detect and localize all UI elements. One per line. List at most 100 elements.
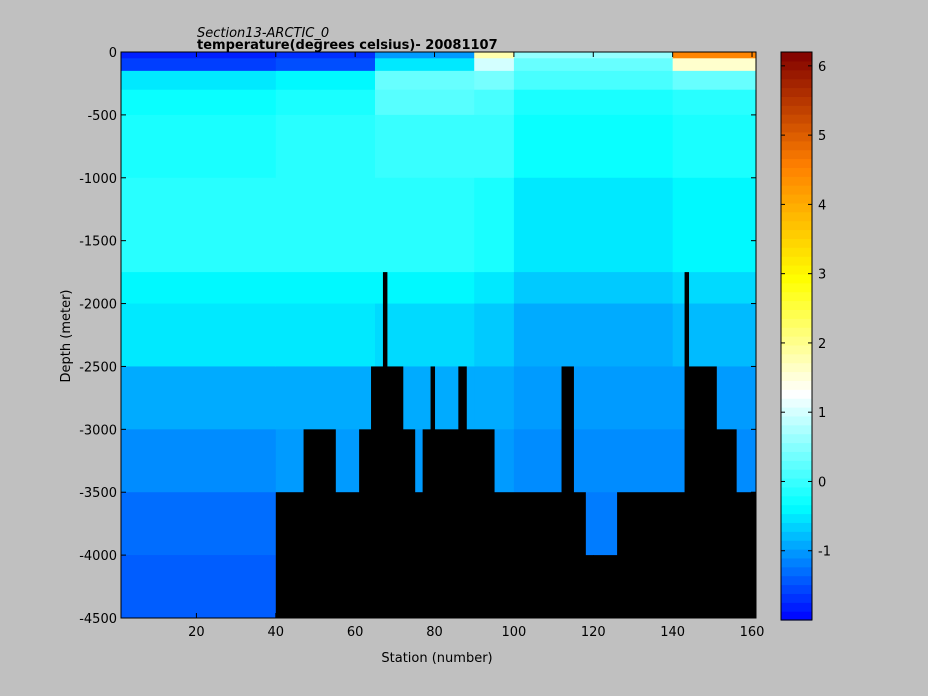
y-axis-label: Depth (meter) (59, 290, 74, 383)
y-axis: 0 -500 -1000 -1500 -2000 -2500 -3000 -3500 -4000… (79, 46, 756, 627)
seafloor-bar (561, 366, 574, 618)
colorbar-band (781, 256, 812, 266)
x-axis-label: Station (number) (381, 651, 492, 666)
colorbar-band (781, 407, 812, 417)
colorbar-band (781, 380, 812, 390)
colorbar-band (781, 69, 812, 80)
heatmap-cell (474, 89, 515, 116)
heatmap-cell (474, 303, 515, 367)
colorbar-band (781, 469, 812, 479)
colorbar-tick-label: 5 (818, 129, 826, 144)
seafloor-bar (716, 429, 737, 618)
heatmap-cell (474, 52, 515, 59)
y-tick-label: -3500 (79, 486, 117, 501)
y-tick-label: -4000 (79, 549, 117, 564)
x-tick-label: 140 (660, 625, 685, 640)
seafloor-bar (382, 272, 388, 618)
seafloor-bar (684, 272, 690, 618)
colorbar-band (781, 131, 812, 142)
colorbar-band (781, 531, 812, 541)
heatmap-cell (121, 272, 277, 305)
seafloor-bar (736, 492, 757, 618)
colorbar-band (781, 353, 812, 364)
x-tick-label: 20 (188, 625, 205, 640)
seafloor-bar (466, 429, 495, 618)
x-tick-label: 80 (426, 625, 443, 640)
colorbar-band (781, 460, 812, 470)
colorbar-band (781, 114, 812, 124)
colorbar-band (781, 229, 812, 239)
y-tick-label: -500 (87, 109, 117, 124)
colorbar-band (781, 522, 812, 532)
heatmap-cell (672, 114, 757, 179)
heatmap-cell (121, 58, 277, 72)
heatmap-cell (121, 89, 277, 116)
colorbar-band (781, 415, 812, 426)
seafloor-bar (434, 429, 459, 618)
colorbar-band (781, 566, 812, 577)
x-tick-label: 40 (268, 625, 285, 640)
y-tick-label: 0 (109, 46, 117, 61)
colorbar-band (781, 442, 812, 452)
colorbar-band (781, 167, 812, 177)
colorbar-tick-label: 0 (818, 475, 826, 490)
seafloor-bar (422, 429, 432, 618)
plot-area (121, 52, 757, 619)
seafloor-bar (458, 366, 467, 618)
seafloor-bar (593, 555, 618, 618)
heatmap-cell (513, 177, 674, 273)
heatmap-cell (474, 70, 515, 91)
heatmap-cell (513, 89, 674, 116)
x-axis: 20 40 60 80 100 120 140 160 (188, 52, 764, 640)
heatmap-cell (474, 177, 515, 273)
heatmap-cell (121, 70, 277, 91)
colorbar-band (781, 318, 812, 328)
heatmap-cell (513, 70, 674, 91)
seafloor-bar (303, 429, 336, 618)
heatmap-cell (121, 303, 277, 367)
heatmap-cell (513, 366, 674, 430)
heatmap-cell (375, 114, 475, 179)
heatmap-cell (121, 492, 277, 556)
y-tick-label: -4500 (79, 612, 117, 627)
seafloor-bar (386, 366, 404, 618)
colorbar-band (781, 238, 812, 248)
colorbar-band (781, 593, 812, 603)
colorbar-band (781, 344, 812, 355)
x-tick-label: 100 (501, 625, 526, 640)
colorbar-band (781, 513, 812, 523)
colorbar-tick-label: 3 (818, 268, 826, 283)
colorbar-band (781, 362, 812, 373)
colorbar-band (781, 371, 812, 381)
x-tick-label: 60 (347, 625, 364, 640)
colorbar-band (781, 158, 812, 168)
colorbar-band (781, 123, 812, 133)
heatmap-cell (672, 52, 757, 59)
seafloor-bar (402, 429, 416, 618)
chart-subtitle: temperature(degrees celsius)- 20081107 (197, 38, 498, 53)
colorbar-band (781, 211, 812, 222)
colorbar-band (781, 60, 812, 71)
colorbar-tick-label: 4 (818, 198, 826, 213)
colorbar-tick-label: 6 (818, 60, 826, 75)
colorbar-band (781, 504, 812, 515)
colorbar-tick-label: -1 (818, 545, 831, 560)
y-tick-label: -3000 (79, 423, 117, 438)
colorbar-band (781, 265, 812, 275)
heatmap-cell (375, 58, 475, 72)
colorbar-band (781, 52, 812, 62)
heatmap-cell (275, 58, 376, 72)
colorbar-band (781, 451, 812, 461)
heatmap-cell (672, 89, 757, 116)
colorbar-band (781, 273, 812, 284)
seafloor-bar (494, 492, 563, 618)
colorbar-band (781, 282, 812, 293)
y-tick-label: -2000 (79, 298, 117, 313)
colorbar-band (781, 327, 812, 337)
chart-title: Section13-ARCTIC_0 (197, 26, 329, 41)
heatmap-cell (121, 177, 277, 273)
heatmap-cell (275, 52, 376, 59)
colorbar-band (781, 149, 812, 160)
heatmap-cell (275, 366, 376, 430)
